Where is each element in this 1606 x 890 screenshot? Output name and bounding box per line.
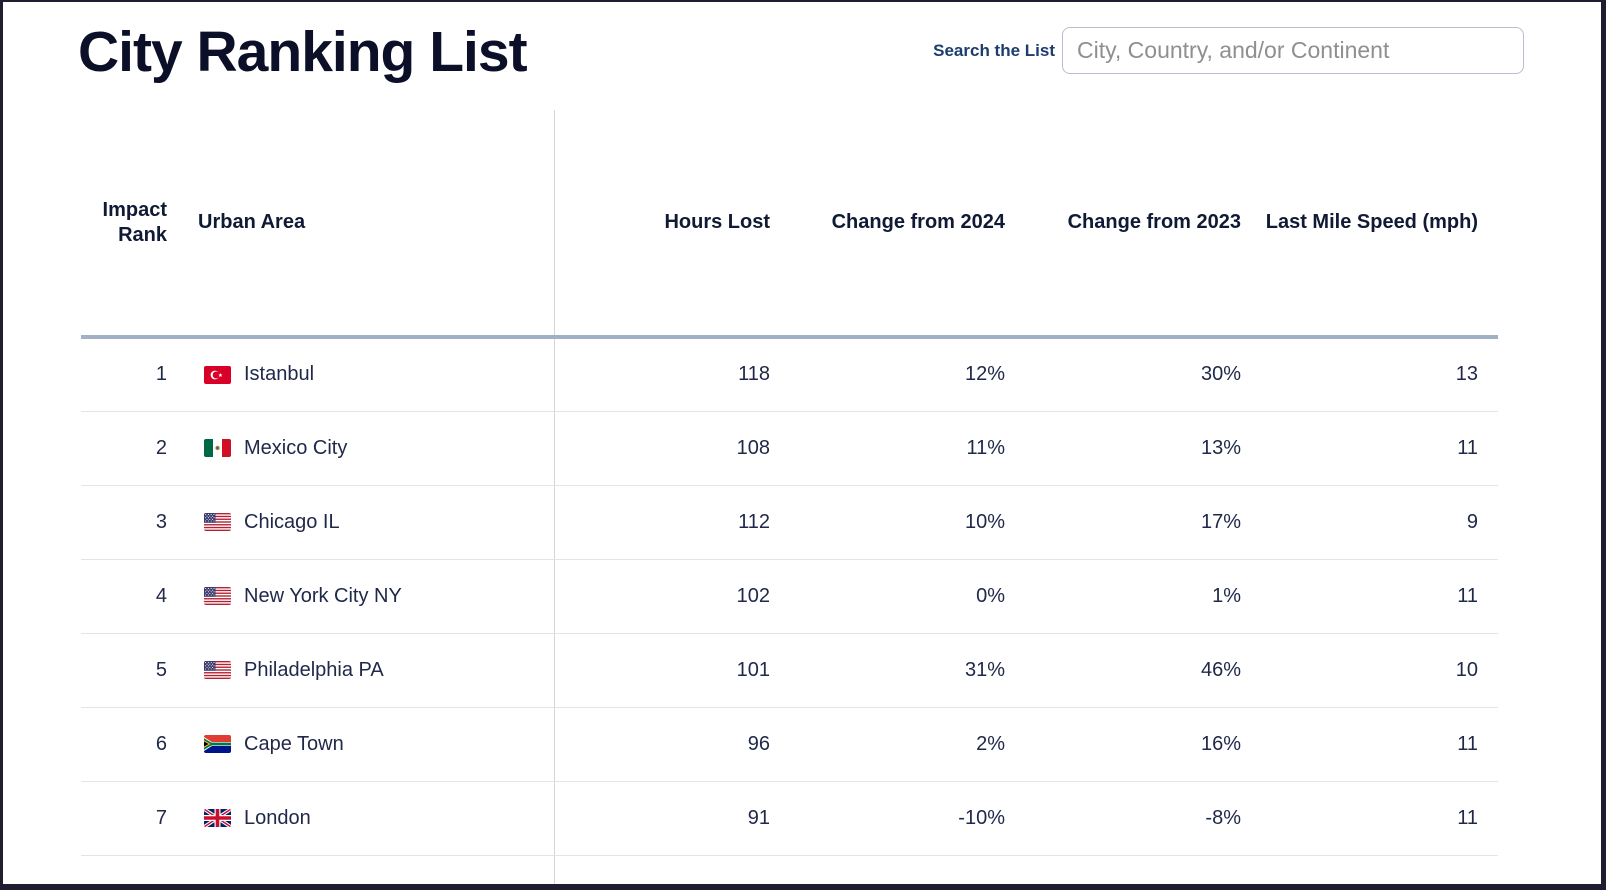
impact-rank-cell: 6 bbox=[155, 732, 167, 755]
page-title: City Ranking List bbox=[78, 20, 528, 84]
table-row: 7 London 91 -10% -8% 11 bbox=[81, 781, 1498, 855]
table-row: 4 New York City NY 102 0% 1% 11 bbox=[81, 559, 1498, 633]
impact-rank-cell: 7 bbox=[155, 806, 167, 829]
last-mile-speed-cell: 9 bbox=[1466, 510, 1478, 533]
urban-area-label: Chicago IL bbox=[244, 510, 340, 533]
last-mile-speed-cell: 13 bbox=[1455, 363, 1478, 386]
last-mile-speed-cell: 11 bbox=[1457, 584, 1478, 607]
change-2024-cell: 2% bbox=[976, 732, 1005, 755]
col-header-hours-lost: Hours Lost bbox=[664, 211, 770, 233]
urban-area-cell: London bbox=[173, 781, 555, 855]
hours-lost-cell: 101 bbox=[736, 658, 770, 681]
change-2024-cell: 31% bbox=[964, 658, 1005, 681]
col-header-impact-rank: Impact Rank bbox=[102, 198, 167, 246]
last-mile-speed-cell: 11 bbox=[1457, 732, 1478, 755]
urban-area-label: London bbox=[244, 806, 311, 829]
urban-area-cell: New York City NY bbox=[173, 559, 555, 633]
urban-area-cell: Mexico City bbox=[173, 411, 555, 485]
change-2024-cell: 12% bbox=[964, 363, 1005, 386]
search-group: Search the List bbox=[933, 27, 1524, 74]
search-input[interactable] bbox=[1062, 27, 1524, 74]
impact-rank-cell: 2 bbox=[155, 436, 167, 459]
hours-lost-cell: 91 bbox=[747, 806, 770, 829]
change-2024-cell: -10% bbox=[958, 806, 1005, 829]
urban-area-label: New York City NY bbox=[244, 584, 402, 607]
urban-area-label: Istanbul bbox=[244, 363, 315, 386]
change-2024-cell: 0% bbox=[976, 584, 1005, 607]
change-2023-cell: 17% bbox=[1200, 510, 1241, 533]
change-2023-cell: 46% bbox=[1200, 658, 1241, 681]
hours-lost-cell: 108 bbox=[736, 436, 770, 459]
urban-area-label: Cape Town bbox=[244, 732, 344, 755]
col-header-last-mile-speed: Last Mile Speed (mph) bbox=[1265, 211, 1478, 233]
col-header-urban-area: Urban Area bbox=[198, 211, 306, 233]
turkey-flag-icon bbox=[204, 365, 231, 384]
change-2023-cell: 1% bbox=[1212, 584, 1241, 607]
hours-lost-cell: 112 bbox=[738, 510, 770, 533]
table-row: 5 Philadelphia PA 101 31% 46% 10 bbox=[81, 633, 1498, 707]
hours-lost-cell: 96 bbox=[747, 732, 770, 755]
impact-rank-cell: 4 bbox=[155, 584, 167, 607]
urban-area-label: Mexico City bbox=[244, 436, 348, 459]
change-2023-cell: 13% bbox=[1200, 436, 1241, 459]
change-2023-cell: -8% bbox=[1205, 806, 1241, 829]
change-2024-cell: 10% bbox=[964, 510, 1005, 533]
change-2023-cell: 30% bbox=[1200, 363, 1241, 386]
last-mile-speed-cell: 11 bbox=[1457, 806, 1478, 829]
change-2023-cell: 16% bbox=[1200, 732, 1241, 755]
col-header-change-2024: Change from 2024 bbox=[831, 211, 1005, 233]
urban-area-cell: Istanbul bbox=[173, 337, 555, 411]
search-label: Search the List bbox=[933, 40, 1055, 60]
urban-area-cell: Chicago IL bbox=[173, 485, 555, 559]
change-2024-cell: 11% bbox=[966, 436, 1005, 459]
hours-lost-cell: 102 bbox=[736, 584, 770, 607]
last-mile-speed-cell: 11 bbox=[1457, 436, 1478, 459]
ranking-table: Impact Rank Urban Area Hours Lost Change… bbox=[81, 110, 1498, 856]
impact-rank-cell: 3 bbox=[155, 510, 167, 533]
table-row: 3 Chicago IL 112 10% 17% 9 bbox=[81, 485, 1498, 559]
impact-rank-cell: 5 bbox=[155, 658, 167, 681]
south-africa-flag-icon bbox=[204, 735, 231, 753]
urban-area-cell: Philadelphia PA bbox=[173, 633, 555, 707]
uk-flag-icon bbox=[204, 809, 231, 827]
mexico-flag-icon bbox=[204, 439, 231, 457]
urban-area-label: Philadelphia PA bbox=[244, 658, 384, 681]
last-mile-speed-cell: 10 bbox=[1455, 658, 1478, 681]
table-row: 2 Mexico City 108 11% 13% 11 bbox=[81, 411, 1498, 485]
col-header-change-2023: Change from 2023 bbox=[1067, 211, 1241, 233]
usa-flag-icon bbox=[204, 661, 231, 679]
hours-lost-cell: 118 bbox=[738, 363, 770, 386]
table-header-row: Impact Rank Urban Area Hours Lost Change… bbox=[81, 110, 1498, 337]
impact-rank-cell: 1 bbox=[155, 363, 167, 386]
table-row: 6 Cape Town 96 2% 16% 11 bbox=[81, 707, 1498, 781]
table-row: 1 Istanbul 118 12% 30% 13 bbox=[81, 337, 1498, 411]
usa-flag-icon bbox=[204, 587, 231, 605]
urban-area-cell: Cape Town bbox=[173, 707, 555, 781]
column-divider bbox=[554, 110, 555, 884]
usa-flag-icon bbox=[204, 513, 231, 531]
